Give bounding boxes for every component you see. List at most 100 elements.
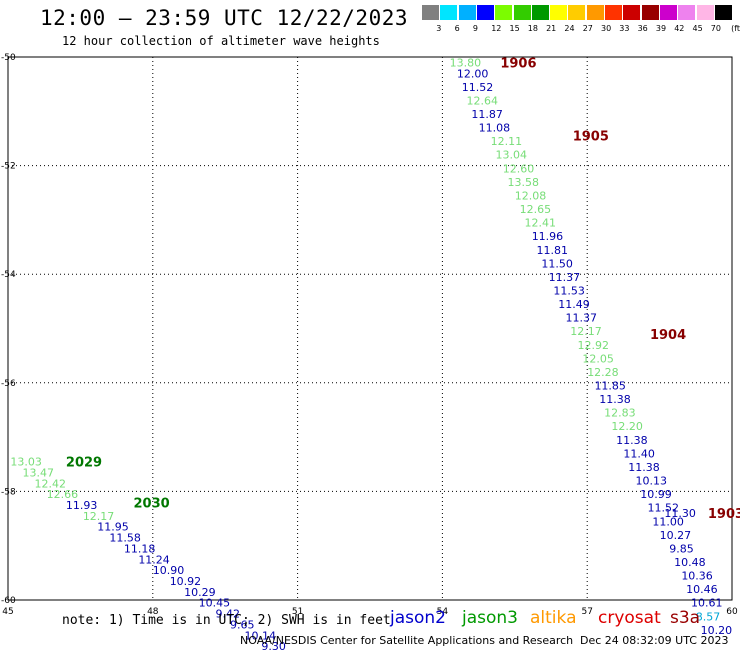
colorbar-swatch [586, 5, 604, 20]
wave-height-label: 11.50 [541, 257, 573, 270]
wave-height-label: 10.13 [635, 475, 667, 488]
wave-height-label: 11.37 [565, 312, 597, 325]
colorbar-swatch [623, 5, 641, 20]
colorbar-swatch [513, 5, 531, 20]
wave-height-label: 11.52 [462, 81, 494, 94]
x-tick-label: 51 [292, 607, 303, 617]
colorbar-swatch [440, 5, 458, 20]
colorbar-unit: (ft) [731, 24, 740, 33]
wave-height-label: 11.96 [532, 230, 564, 243]
wave-height-label: 12.83 [604, 407, 636, 420]
wave-height-label: 12.65 [520, 203, 552, 216]
pass-label: 2029 [66, 456, 102, 471]
wave-height-label: 10.48 [674, 556, 706, 569]
wave-height-label: 10.92 [170, 575, 202, 588]
wave-height-label: 12.41 [524, 217, 556, 230]
colorbar-label: 6 [454, 24, 460, 33]
wave-height-label: 11.38 [599, 393, 631, 406]
wave-height-label: 12.92 [578, 339, 610, 352]
footer-timestamp: Dec 24 08:32:09 UTC 2023 [580, 634, 729, 647]
colorbar-label: 36 [637, 24, 648, 33]
wave-height-label: 13.47 [22, 466, 54, 479]
colorbar-label: 9 [472, 24, 478, 33]
wave-height-label: 13.04 [495, 149, 527, 162]
colorbar-label: 21 [546, 24, 557, 33]
y-tick-label: -50 [1, 53, 16, 63]
colorbar-label: 70 [710, 24, 721, 33]
wave-height-label: 10.99 [640, 488, 672, 501]
x-tick-label: 45 [2, 607, 13, 617]
wave-height-label: 10.20 [701, 624, 733, 637]
wave-height-label: 10.90 [153, 564, 185, 577]
colorbar-label: 39 [655, 24, 667, 33]
wave-height-label: 10.46 [686, 583, 718, 596]
pass-label: 1906 [500, 56, 536, 71]
wave-height-label: 12.66 [47, 488, 79, 501]
y-tick-label: -58 [1, 487, 16, 497]
wave-height-label: 12.08 [515, 189, 547, 202]
wave-height-label: 11.52 [648, 502, 680, 515]
wave-height-label: 10.14 [245, 629, 276, 642]
footer-credit: NOAA/NESDIS Center for Satellite Applica… [240, 634, 574, 647]
colorbar-label: 33 [619, 24, 630, 33]
chart-title: 12:00 – 23:59 UTC 12/22/2023 [40, 6, 409, 30]
plot-frame [7, 56, 733, 601]
wave-height-label: 11.24 [138, 553, 170, 566]
colorbar-label: 27 [582, 24, 593, 33]
colorbar-label: 12 [491, 24, 502, 33]
wave-height-label: 12.00 [457, 67, 489, 80]
colorbar-label: 15 [509, 24, 520, 33]
pass-label: 1904 [650, 328, 686, 343]
wave-height-label: 12.28 [587, 366, 619, 379]
chart-subtitle: 12 hour collection of altimeter wave hei… [62, 34, 380, 48]
wave-height-label: 12.11 [491, 135, 522, 148]
colorbar-swatch [550, 5, 568, 20]
wave-height-label: 11.18 [124, 542, 156, 555]
x-tick-label: 48 [147, 607, 159, 617]
wave-height-label: 9.85 [669, 542, 694, 555]
wave-height-label: 13.03 [10, 456, 42, 469]
colorbar-label: 45 [692, 24, 703, 33]
wave-height-label: 11.87 [471, 108, 503, 121]
wave-height-label: 9.30 [261, 640, 286, 650]
colorbar-swatch [659, 5, 677, 20]
y-tick-label: -54 [1, 270, 16, 280]
wave-height-label: 11.00 [652, 515, 684, 528]
colorbar-swatch [678, 5, 696, 20]
wave-height-label: 8.57 [696, 610, 721, 623]
wave-height-label: 11.30 [664, 507, 696, 520]
wave-height-label: 11.38 [616, 434, 648, 447]
satellite-cryosat: cryosat [598, 608, 661, 628]
wave-height-label: 12.60 [503, 162, 535, 175]
wave-height-label: 11.93 [66, 499, 98, 512]
wave-height-label: 10.36 [681, 570, 713, 583]
satellite-jason3: jason3 [462, 608, 518, 628]
satellite-altika: altika [530, 608, 577, 628]
pass-label: 2030 [133, 496, 169, 511]
wave-height-label: 13.58 [508, 176, 540, 189]
wave-height-label: 11.49 [558, 298, 590, 311]
y-tick-label: -60 [1, 596, 16, 606]
wave-height-label: 11.53 [553, 284, 585, 297]
wave-height-label: 12.64 [467, 94, 499, 107]
wave-height-label: 11.37 [549, 271, 581, 284]
colorbar-swatch [641, 5, 659, 20]
colorbar-label: 42 [674, 24, 685, 33]
colorbar-label: 30 [601, 24, 612, 33]
wave-height-label: 12.20 [611, 420, 643, 433]
colorbar-label: 18 [527, 24, 538, 33]
wave-height-label: 10.61 [691, 597, 723, 610]
wave-height-label: 10.45 [199, 597, 231, 610]
pass-label: 1903 [708, 507, 740, 522]
wave-height-label: 12.17 [570, 325, 602, 338]
colorbar-label: 24 [564, 24, 575, 33]
colorbar-swatch [605, 5, 622, 20]
wave-height-label: 10.29 [184, 586, 216, 599]
wave-height-label: 11.08 [479, 122, 511, 135]
x-tick-label: 60 [726, 607, 738, 617]
colorbar-swatch [531, 5, 549, 20]
wave-height-label: 9.42 [216, 608, 241, 621]
wave-height-label: 9.65 [230, 618, 255, 631]
satellite-s3a: s3a [670, 608, 701, 628]
